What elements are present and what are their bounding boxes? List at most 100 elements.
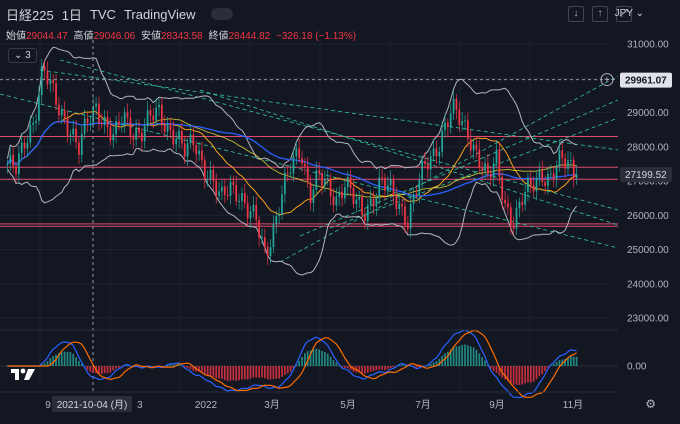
macd-histogram-bar bbox=[198, 366, 200, 372]
macd-histogram-bar bbox=[229, 366, 232, 381]
macd-histogram-bar bbox=[120, 366, 123, 367]
symbol-name[interactable]: 日経225 bbox=[6, 7, 54, 23]
candle-body bbox=[518, 201, 521, 209]
candle-body bbox=[344, 187, 346, 199]
time-tick-label: 5月 bbox=[340, 399, 356, 411]
macd-histogram-bar bbox=[275, 366, 278, 379]
macd-histogram-bar bbox=[100, 366, 103, 374]
candle-body bbox=[241, 193, 243, 201]
chart-header: 日経225 1日 TVC TradingView bbox=[6, 4, 234, 24]
bollinger-upper-band bbox=[6, 46, 577, 170]
macd-histogram-bar bbox=[389, 366, 392, 368]
crosshair-date-tag bbox=[52, 396, 132, 412]
candle-body bbox=[272, 224, 275, 248]
macd-histogram-bar bbox=[78, 360, 80, 366]
macd-histogram-bar bbox=[415, 366, 418, 368]
candle-body bbox=[467, 120, 469, 140]
macd-histogram-bar bbox=[361, 366, 363, 374]
candle-body bbox=[235, 185, 238, 202]
macd-histogram-bar bbox=[238, 366, 240, 381]
candle-body bbox=[444, 122, 446, 131]
candle-body bbox=[509, 207, 512, 226]
candle-body bbox=[232, 181, 235, 186]
macd-histogram-bar bbox=[66, 351, 69, 366]
candle-body bbox=[252, 204, 255, 212]
candle-body bbox=[135, 127, 137, 140]
visibility-toggle-icon[interactable] bbox=[211, 8, 234, 20]
macd-histogram-bar bbox=[212, 366, 215, 377]
candle-body bbox=[69, 134, 72, 136]
trend-line bbox=[39, 69, 619, 151]
candle-body bbox=[166, 123, 169, 132]
macd-histogram-bar bbox=[335, 362, 338, 366]
macd-histogram-bar bbox=[166, 365, 169, 366]
candle-body bbox=[426, 163, 429, 170]
macd-histogram-bar bbox=[567, 357, 569, 366]
time-axis: 9 2022 3月 5月 7月 9月 11月 2021-10-04 (月) 3 bbox=[0, 391, 618, 412]
macd-histogram-bar bbox=[346, 366, 349, 369]
macd-histogram-bar bbox=[372, 366, 375, 372]
macd-histogram-bar bbox=[532, 366, 535, 382]
indicators-count: 3 bbox=[25, 50, 31, 61]
macd-histogram-bar bbox=[512, 366, 515, 385]
currency-selector[interactable]: JPY ⌄ bbox=[615, 8, 644, 19]
macd-histogram-bar bbox=[386, 366, 389, 370]
candle-body bbox=[449, 113, 452, 127]
candle-body bbox=[535, 177, 538, 192]
candle-body bbox=[544, 181, 546, 186]
macd-histogram-bar bbox=[552, 363, 555, 366]
candle-body bbox=[186, 143, 189, 157]
bollinger-bands bbox=[6, 46, 578, 276]
candle-body bbox=[269, 247, 272, 257]
candle-body bbox=[447, 122, 449, 127]
candle-body bbox=[532, 185, 535, 192]
macd-histogram-bar bbox=[301, 356, 303, 366]
candle-body bbox=[306, 166, 309, 183]
interval-label[interactable]: 1日 bbox=[61, 7, 82, 23]
candle-body bbox=[435, 148, 438, 157]
macd-histogram-bar bbox=[60, 351, 63, 366]
candle-body bbox=[569, 160, 572, 162]
macd-histogram-bar bbox=[315, 348, 318, 366]
macd-histogram-bar bbox=[329, 356, 332, 366]
macd-histogram-bar bbox=[572, 356, 575, 366]
indicators-collapse-button[interactable]: ⌄ 3 bbox=[8, 48, 37, 63]
candle-body bbox=[484, 163, 486, 171]
macd-histogram-bar bbox=[309, 350, 312, 366]
candle-body bbox=[198, 150, 200, 155]
macd-histogram-bar bbox=[243, 366, 246, 380]
macd-histogram-bar bbox=[183, 366, 186, 368]
candle-body bbox=[567, 160, 569, 169]
candle-body bbox=[432, 148, 435, 157]
candle-body bbox=[321, 173, 323, 186]
price-tick-label: 26000.00 bbox=[627, 211, 669, 222]
fullscreen-icon[interactable]: ⤢ bbox=[616, 6, 632, 22]
scroll-down-icon[interactable]: ↓ bbox=[568, 6, 584, 22]
candle-body bbox=[309, 182, 312, 203]
candle-body bbox=[515, 208, 518, 229]
candle-body bbox=[183, 143, 186, 157]
bollinger-lower-band bbox=[6, 147, 578, 276]
macd-histogram-bar bbox=[106, 366, 109, 374]
time-tick-label: 9月 bbox=[489, 399, 505, 411]
macd-histogram-bar bbox=[55, 354, 57, 366]
add-alert-icon[interactable] bbox=[600, 73, 614, 87]
macd-histogram-bar bbox=[535, 366, 538, 380]
candle-body bbox=[238, 200, 240, 202]
macd-histogram-bar bbox=[455, 346, 458, 366]
macd-histogram-bar bbox=[92, 366, 95, 373]
scroll-up-icon[interactable]: ↑ bbox=[592, 6, 608, 22]
candle-body bbox=[558, 150, 561, 167]
candle-body bbox=[475, 144, 478, 150]
macd-histogram-bar bbox=[169, 364, 172, 366]
candle-body bbox=[358, 197, 361, 200]
candle-body bbox=[143, 126, 146, 142]
settings-gear-icon[interactable]: ⚙ bbox=[645, 397, 656, 411]
candle-body bbox=[495, 149, 498, 164]
macd-histogram-bar bbox=[312, 349, 315, 366]
macd-histogram-bar bbox=[289, 366, 292, 372]
provider-label: TradingView bbox=[123, 6, 196, 22]
macd-histogram-bar bbox=[438, 358, 441, 366]
macd-histogram-bar bbox=[381, 366, 383, 370]
